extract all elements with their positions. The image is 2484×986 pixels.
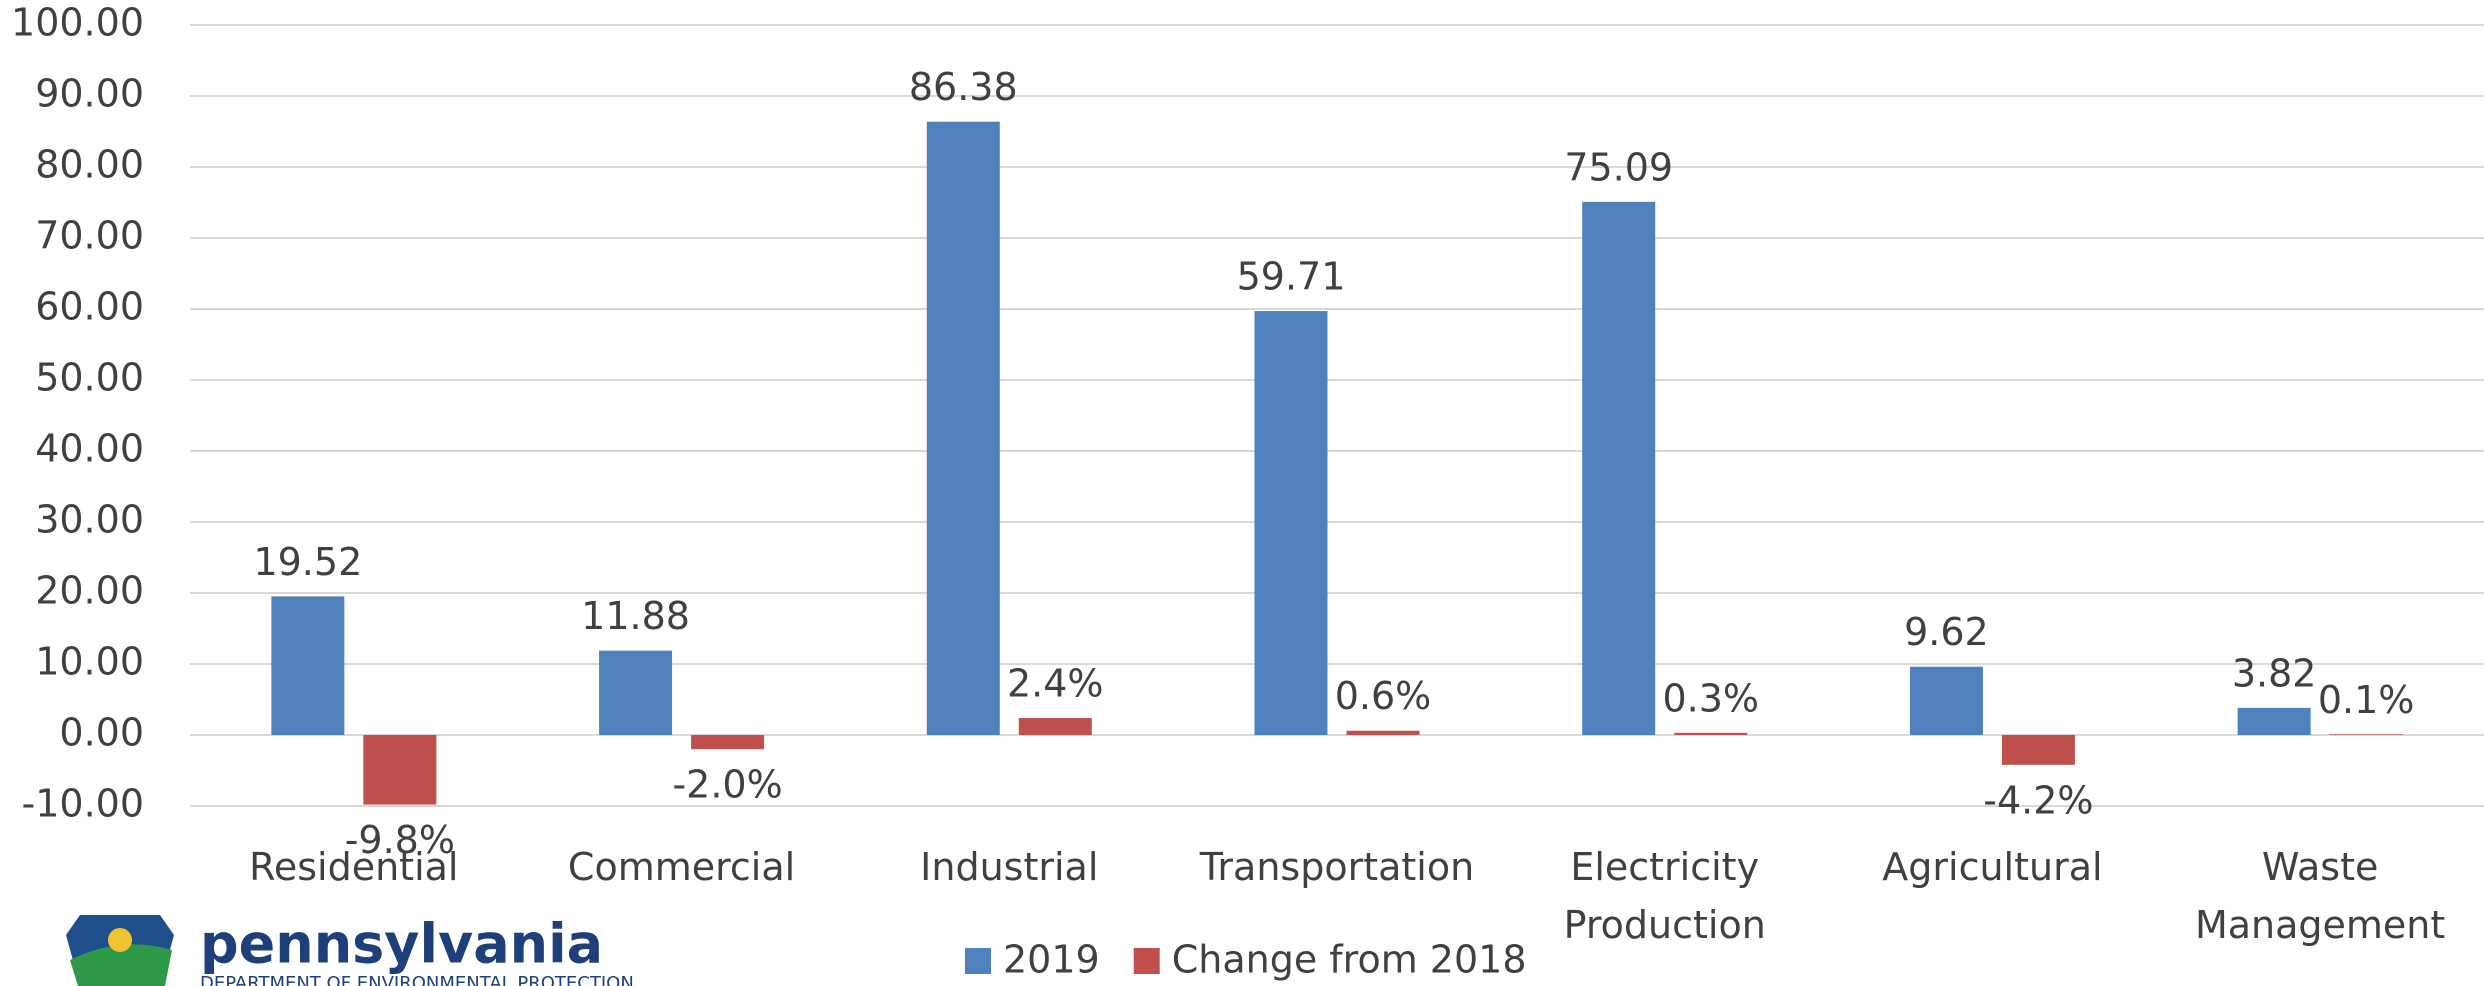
data-label: 0.1% (2318, 678, 2415, 722)
bar (1674, 732, 1748, 735)
bar (2001, 735, 2075, 765)
data-label: 11.88 (581, 594, 690, 638)
data-label: -2.0% (672, 763, 782, 807)
y-tick-label: 60.00 (35, 285, 144, 329)
data-label: -4.2% (1983, 778, 2093, 822)
bar (363, 735, 437, 805)
bar (1909, 666, 1983, 735)
x-tick-label: Commercial (567, 845, 796, 889)
y-tick-label: 30.00 (35, 498, 144, 542)
y-tick-label: 0.00 (59, 711, 144, 755)
bar (1018, 717, 1092, 735)
y-tick-label: -10.00 (22, 782, 145, 826)
data-label: 2.4% (1007, 661, 1104, 705)
data-label: -9.8% (345, 818, 455, 862)
bar (1346, 730, 1420, 735)
y-tick-label: 10.00 (35, 640, 144, 684)
y-tick-label: 90.00 (35, 72, 144, 116)
bar (2329, 734, 2403, 735)
logo-sun (108, 928, 132, 952)
y-tick-label: 20.00 (35, 569, 144, 613)
x-tick-label: Electricity Production (1563, 845, 1766, 947)
x-tick-label: Residential (249, 845, 459, 889)
bar (271, 596, 345, 735)
legend-label: Change from 2018 (1172, 938, 1527, 982)
logo-subtext: DEPARTMENT OF ENVIRONMENTAL PROTECTION (200, 973, 634, 986)
bar (1582, 201, 1656, 736)
data-label: 19.52 (253, 540, 362, 584)
data-label: 86.38 (909, 65, 1018, 109)
logo: pennsylvania DEPARTMENT OF ENVIRONMENTAL… (66, 913, 634, 986)
bar (691, 735, 765, 750)
bar (926, 121, 1000, 735)
x-tick-label: Industrial (920, 845, 1099, 889)
y-tick-label: 50.00 (35, 356, 144, 400)
data-label: 3.82 (2232, 651, 2317, 695)
data-label: 0.3% (1662, 676, 1759, 720)
bar (1254, 311, 1328, 735)
y-tick-label: 40.00 (35, 427, 144, 471)
y-tick-label: 70.00 (35, 214, 144, 258)
logo-text: pennsylvania (200, 913, 603, 976)
y-tick-label: 80.00 (35, 143, 144, 187)
x-tick-label: Waste Management (2194, 845, 2446, 947)
bar (599, 650, 673, 735)
data-label: 75.09 (1564, 145, 1673, 189)
logo-hills (70, 944, 172, 986)
bar (2237, 707, 2311, 735)
legend-swatch (965, 948, 991, 974)
legend-label: 2019 (1003, 938, 1100, 982)
y-tick-label: 100.00 (11, 1, 144, 45)
x-tick-label: Transportation (1199, 845, 1475, 889)
legend-swatch (1133, 948, 1160, 974)
data-label: 9.62 (1904, 610, 1989, 654)
data-label: 59.71 (1237, 255, 1346, 299)
data-label: 0.6% (1335, 674, 1432, 718)
x-tick-label: Agricultural (1882, 845, 2103, 889)
